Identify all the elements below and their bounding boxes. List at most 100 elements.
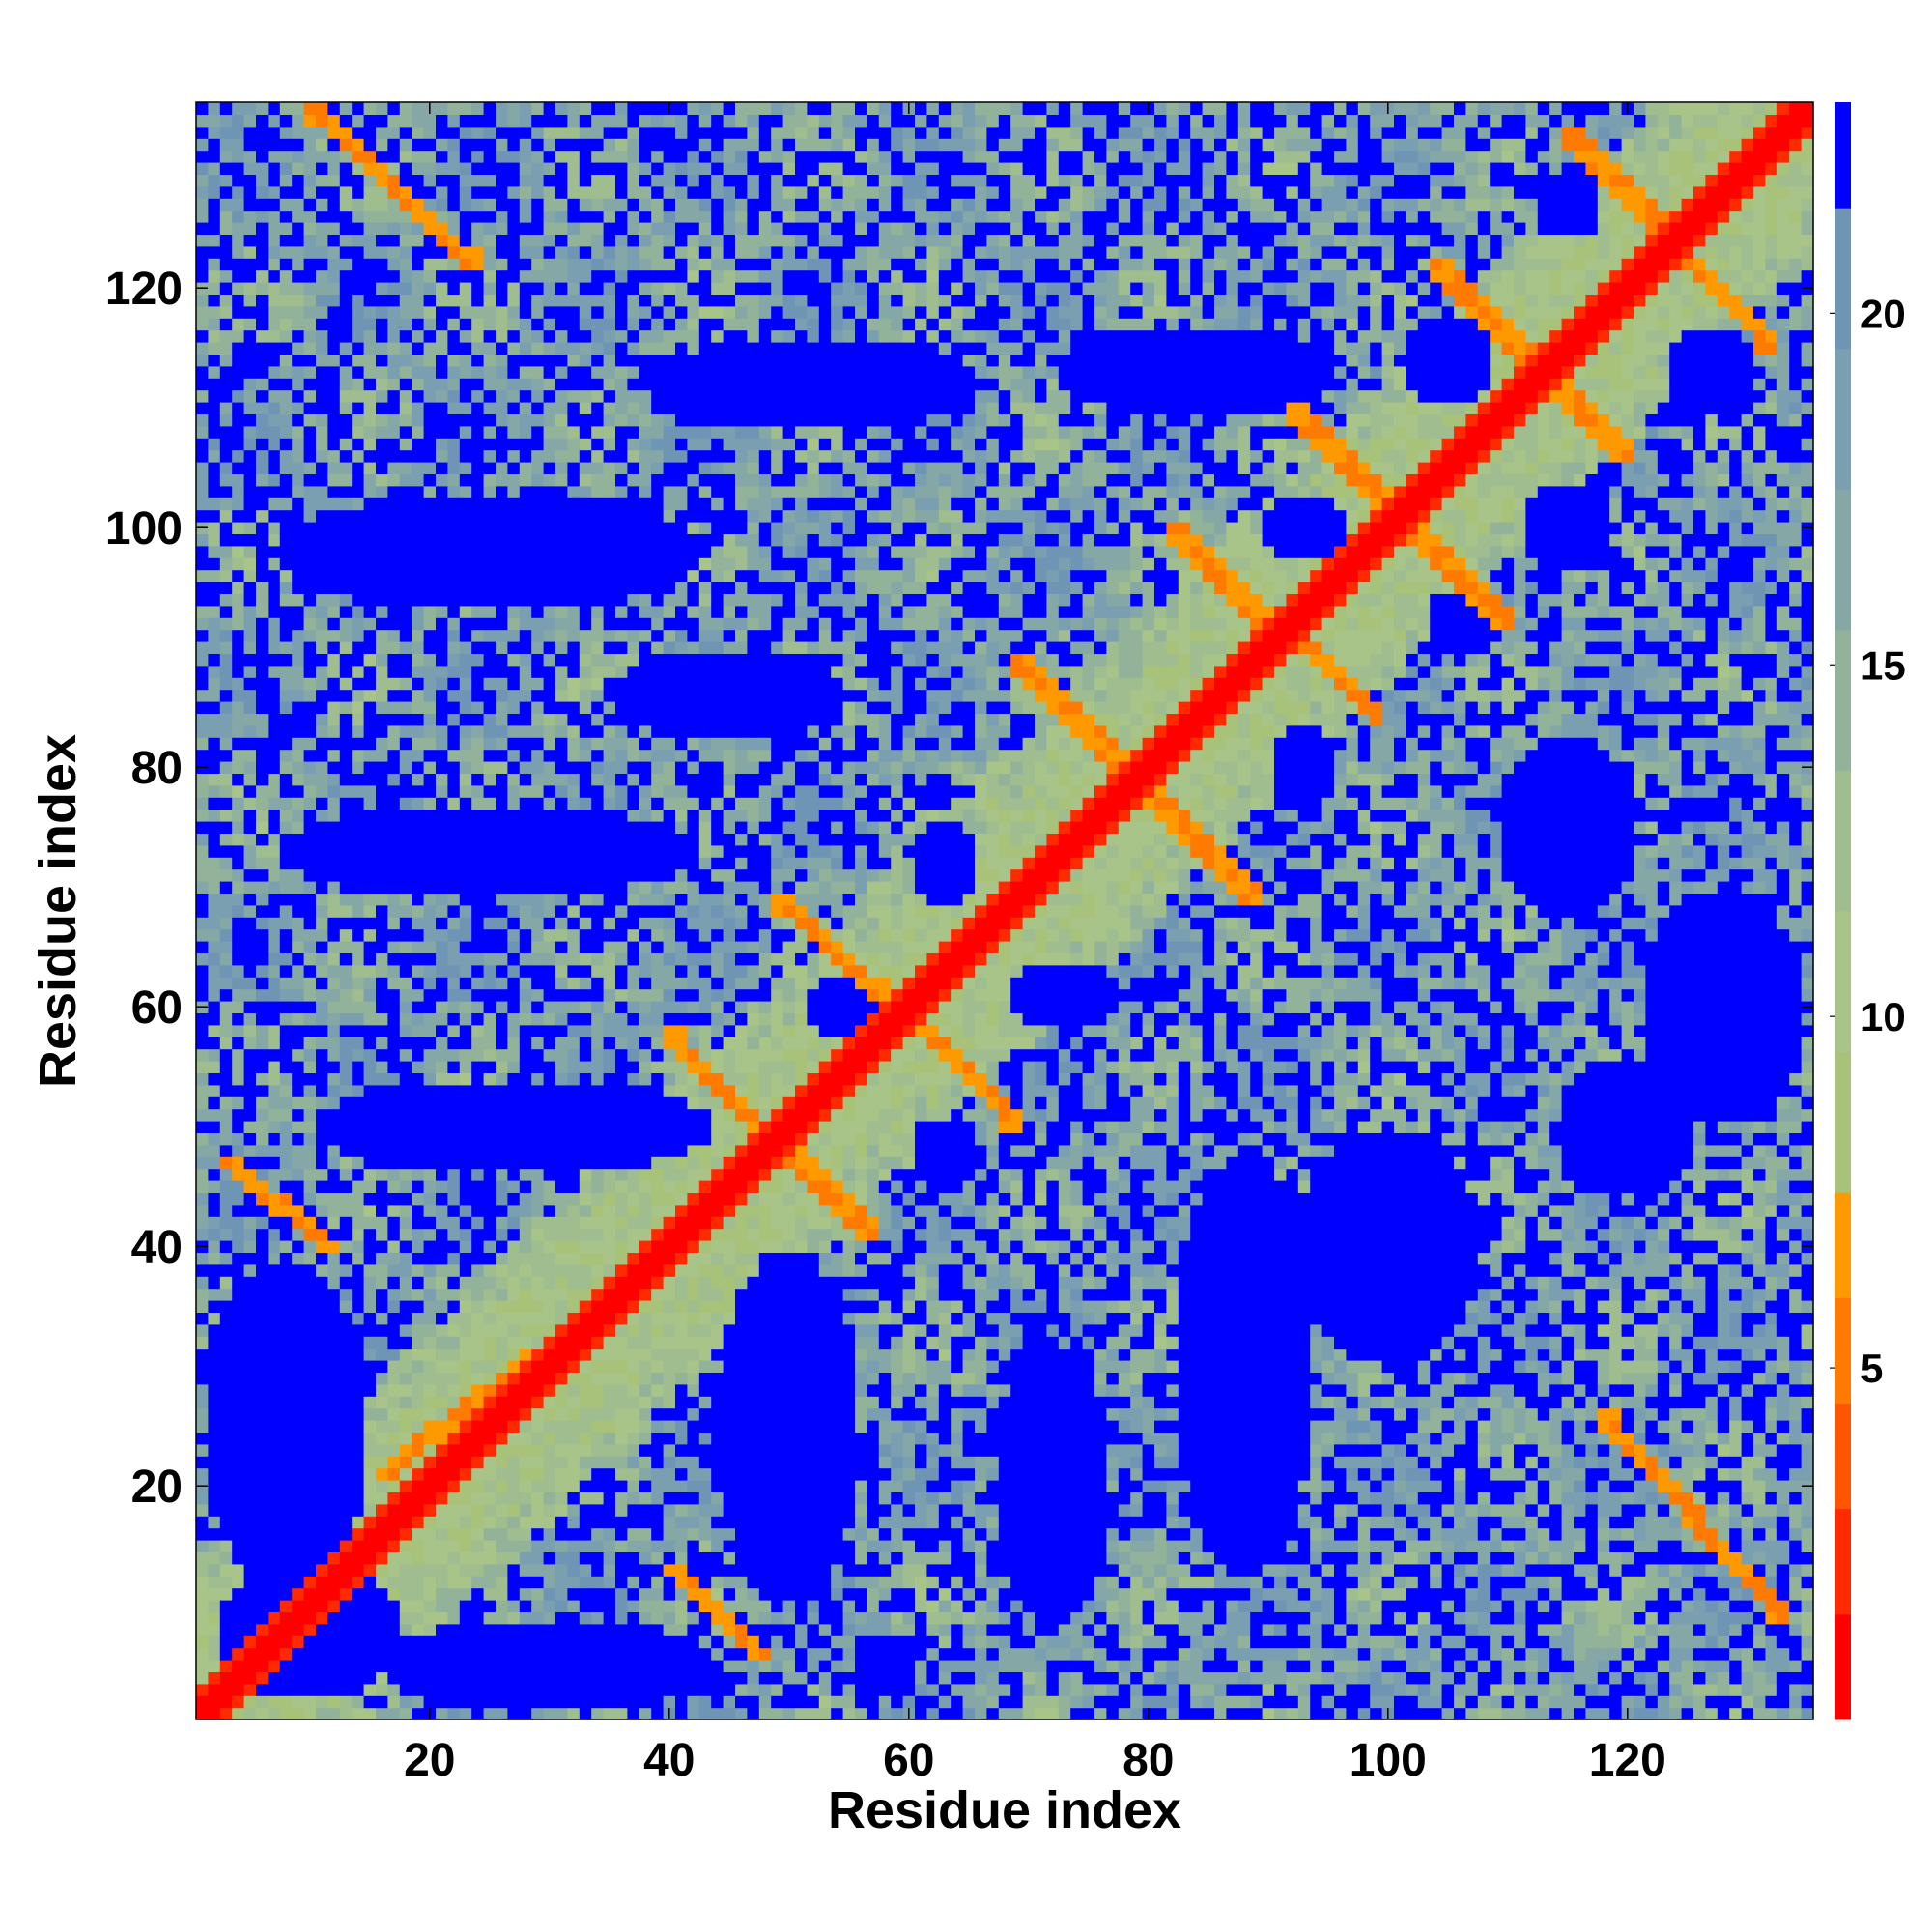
heatmap-cell	[436, 150, 448, 163]
heatmap-cell	[399, 1540, 412, 1552]
heatmap-cell	[387, 1108, 401, 1122]
heatmap-cell	[555, 1156, 568, 1170]
heatmap-cell	[303, 162, 317, 175]
heatmap-cell	[471, 1707, 485, 1720]
heatmap-cell	[531, 713, 545, 726]
heatmap-cell	[327, 724, 341, 738]
heatmap-cell	[483, 917, 497, 930]
heatmap-cell	[376, 150, 388, 163]
heatmap-cell	[447, 629, 461, 642]
heatmap-cell	[519, 1096, 532, 1110]
heatmap-cell	[243, 1383, 257, 1397]
heatmap-cell	[219, 677, 233, 691]
heatmap-cell	[591, 449, 605, 463]
heatmap-cell	[387, 234, 401, 247]
heatmap-cell	[471, 1204, 485, 1217]
heatmap-cell	[339, 1144, 353, 1157]
heatmap-cell	[208, 102, 221, 115]
heatmap-cell	[615, 617, 628, 631]
heatmap-cell	[399, 1647, 412, 1661]
heatmap-cell	[519, 438, 532, 451]
heatmap-cell	[196, 162, 209, 175]
heatmap-cell	[531, 1084, 545, 1097]
heatmap-cell	[471, 1611, 485, 1625]
heatmap-cell	[459, 485, 472, 498]
heatmap-cell	[555, 389, 568, 403]
heatmap-cell	[339, 868, 353, 882]
heatmap-cell	[232, 917, 245, 930]
heatmap-cell	[303, 749, 317, 762]
heatmap-cell	[555, 737, 568, 751]
heatmap-cell	[567, 1540, 581, 1552]
heatmap-cell	[496, 868, 508, 882]
heatmap-cell	[579, 509, 592, 523]
heatmap-cell	[219, 210, 233, 223]
heatmap-cell	[555, 138, 568, 152]
heatmap-cell	[387, 497, 401, 511]
heatmap-cell	[243, 653, 257, 667]
heatmap-cell	[352, 1683, 365, 1696]
heatmap-cell	[232, 557, 245, 571]
heatmap-cell	[531, 1647, 545, 1661]
heatmap-cell	[292, 1527, 305, 1541]
heatmap-cell	[579, 1348, 592, 1361]
heatmap-cell	[543, 1527, 556, 1541]
heatmap-cell	[412, 1600, 425, 1612]
heatmap-cell	[339, 413, 353, 427]
heatmap-cell	[412, 114, 425, 128]
heatmap-cell	[591, 665, 605, 678]
heatmap-cell	[496, 294, 508, 307]
heatmap-cell	[292, 1121, 305, 1133]
heatmap-cell	[615, 582, 628, 594]
heatmap-cell	[292, 724, 305, 738]
heatmap-cell	[436, 174, 448, 187]
heatmap-cell	[615, 114, 628, 128]
heatmap-cell	[232, 1121, 245, 1133]
heatmap-cell	[316, 761, 328, 774]
heatmap-cell	[567, 1168, 581, 1181]
heatmap-cell	[519, 821, 532, 834]
heatmap-cell	[399, 629, 412, 642]
heatmap-cell	[531, 402, 545, 414]
heatmap-cell	[292, 1144, 305, 1157]
heatmap-cell	[627, 1336, 640, 1350]
heatmap-cell	[543, 1228, 556, 1241]
heatmap-cell	[292, 174, 305, 187]
heatmap-cell	[376, 305, 388, 319]
heatmap-cell	[531, 1024, 545, 1037]
heatmap-cell	[627, 402, 640, 414]
heatmap-cell	[471, 1635, 485, 1649]
heatmap-cell	[627, 389, 640, 403]
heatmap-cell	[603, 462, 616, 474]
heatmap-cell	[627, 617, 640, 631]
heatmap-cell	[519, 797, 532, 810]
heatmap-cell	[496, 1396, 508, 1409]
heatmap-cell	[507, 1121, 521, 1133]
heatmap-cell	[447, 1180, 461, 1193]
heatmap-cell	[292, 282, 305, 295]
heatmap-cell	[423, 1635, 437, 1649]
heatmap-cell	[483, 425, 497, 439]
heatmap-cell	[303, 1683, 317, 1696]
heatmap-cell	[256, 1312, 269, 1325]
heatmap-cell	[376, 761, 388, 774]
heatmap-cell	[412, 533, 425, 547]
heatmap-cell	[447, 354, 461, 367]
heatmap-cell	[603, 354, 616, 367]
heatmap-cell	[447, 821, 461, 834]
heatmap-cell	[316, 1144, 328, 1157]
heatmap-cell	[436, 1168, 448, 1181]
heatmap-cell	[603, 162, 616, 175]
heatmap-cell	[352, 389, 365, 403]
heatmap-cell	[292, 1252, 305, 1265]
heatmap-cell	[543, 797, 556, 810]
heatmap-cell	[412, 210, 425, 223]
heatmap-cell	[316, 1372, 328, 1385]
heatmap-cell	[615, 1024, 628, 1037]
heatmap-cell	[615, 282, 628, 295]
heatmap-cell	[399, 185, 412, 199]
heatmap-cell	[279, 114, 293, 128]
heatmap-cell	[232, 1156, 245, 1170]
heatmap-cell	[496, 737, 508, 751]
